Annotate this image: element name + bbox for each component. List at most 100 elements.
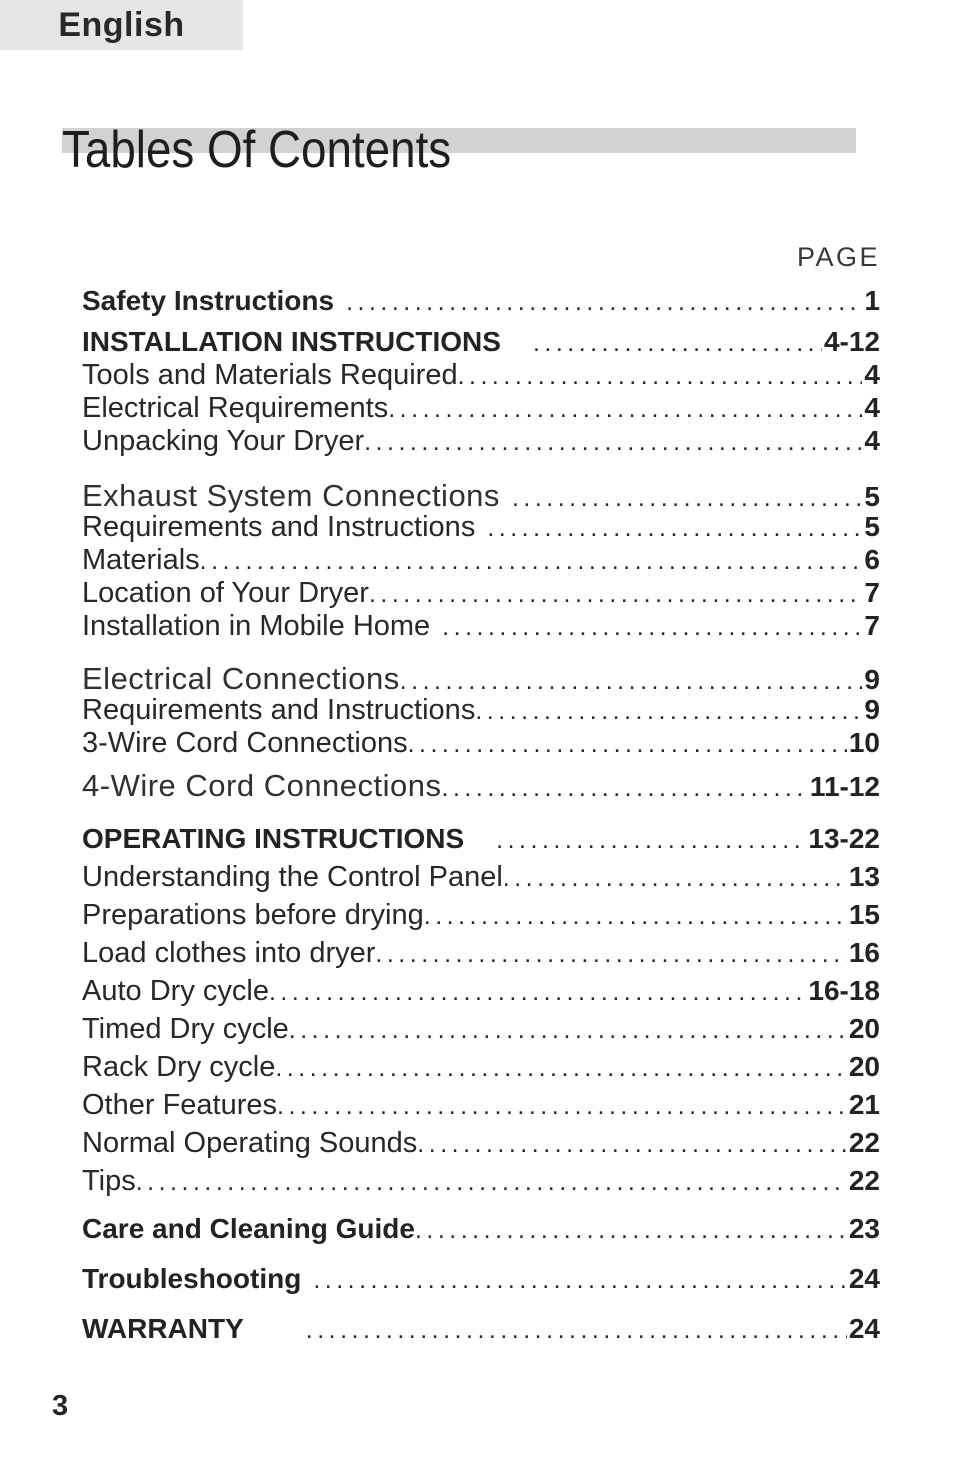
toc-row: Preparations before drying 15 bbox=[82, 899, 880, 937]
footer-page-number: 3 bbox=[52, 1390, 69, 1422]
toc-entry-label: Rack Dry cycle bbox=[82, 1051, 276, 1083]
toc-entry-label: Safety Instructions bbox=[82, 285, 335, 316]
toc-entry-label: Installation in Mobile Home bbox=[82, 610, 431, 642]
dotted-leader bbox=[375, 940, 846, 969]
toc-entry-page: 22 bbox=[848, 1127, 880, 1158]
toc-entry-page: 1 bbox=[864, 285, 880, 316]
toc-row: OPERATING INSTRUCTIONS 13-22 bbox=[82, 823, 880, 861]
toc-row: Installation in Mobile Home 7 bbox=[82, 610, 880, 643]
dotted-leader bbox=[503, 864, 847, 893]
dotted-leader bbox=[369, 580, 862, 609]
toc-entry-label: Care and Cleaning Guide bbox=[82, 1213, 415, 1244]
toc-row: Auto Dry cycle 16-18 bbox=[82, 975, 880, 1013]
toc-entry-page: 4 bbox=[864, 392, 880, 423]
toc-entry-page: 24 bbox=[848, 1263, 880, 1294]
toc-row: Requirements and Instructions 9 bbox=[82, 694, 880, 727]
toc-entry-page: 20 bbox=[848, 1051, 880, 1082]
dotted-leader bbox=[289, 1016, 847, 1045]
toc-entry-page: 5 bbox=[864, 511, 880, 542]
dotted-leader bbox=[244, 1316, 847, 1345]
dotted-leader bbox=[501, 329, 822, 358]
toc-row: Care and Cleaning Guide 23 bbox=[82, 1213, 880, 1263]
toc-row: Tips 22 bbox=[82, 1165, 880, 1203]
toc-row: Rack Dry cycle 20 bbox=[82, 1051, 880, 1089]
toc-entry-page: 6 bbox=[864, 544, 880, 575]
table-of-contents: PAGE Safety Instructions 1 INSTALLATION IN… bbox=[82, 242, 880, 1363]
toc-entry-label: Electrical Requirements bbox=[82, 392, 389, 424]
toc-entry-page: 23 bbox=[848, 1213, 880, 1244]
toc-row: Requirements and Instructions 5 bbox=[82, 511, 880, 544]
toc-group: OPERATING INSTRUCTIONS 13-22 Understanding… bbox=[82, 823, 880, 1203]
toc-entry-page: 4 bbox=[864, 359, 880, 390]
toc-entry-page: 11-12 bbox=[809, 771, 880, 802]
toc-entry-label: Tools and Materials Required bbox=[82, 359, 458, 391]
dotted-leader bbox=[442, 774, 808, 803]
toc-row: Location of Your Dryer 7 bbox=[82, 577, 880, 610]
dotted-leader bbox=[415, 1216, 847, 1245]
dotted-leader bbox=[388, 395, 862, 424]
toc-entry-label: Understanding the Control Panel bbox=[82, 861, 503, 893]
toc-entry-page: 13 bbox=[848, 861, 880, 892]
toc-row: Electrical Connections 9 bbox=[82, 661, 880, 696]
toc-group: Electrical Connections9Requirements and … bbox=[82, 661, 880, 760]
toc-group: Care and Cleaning Guide 23 Troubleshooting… bbox=[82, 1213, 880, 1363]
dotted-leader bbox=[417, 1130, 847, 1159]
toc-row: Load clothes into dryer 16 bbox=[82, 937, 880, 975]
toc-entry-page: 16 bbox=[848, 937, 880, 968]
toc-row: WARRANTY 24 bbox=[82, 1313, 880, 1363]
toc-entry-label: Unpacking Your Dryer bbox=[82, 425, 365, 457]
toc-row: 3-Wire Cord Connections 10 bbox=[82, 727, 880, 760]
toc-entry-page: 21 bbox=[848, 1089, 880, 1120]
toc-entry-label: Location of Your Dryer bbox=[82, 577, 369, 609]
toc-entry-page: 22 bbox=[848, 1165, 880, 1196]
toc-entry-page: 16-18 bbox=[808, 975, 880, 1006]
toc-entry-label: Preparations before drying bbox=[82, 899, 424, 931]
toc-entry-page: 9 bbox=[864, 694, 880, 725]
toc-row: Safety Instructions 1 bbox=[82, 285, 880, 318]
toc-group: Safety Instructions 1 INSTALLATION INSTRUC… bbox=[82, 285, 880, 458]
toc-entry-label: Other Features bbox=[82, 1089, 278, 1121]
dotted-leader bbox=[400, 667, 863, 696]
toc-entry-label: Troubleshooting bbox=[82, 1263, 302, 1294]
toc-entry-page: 4-12 bbox=[823, 326, 880, 357]
toc-row: Timed Dry cycle 20 bbox=[82, 1013, 880, 1051]
page-title: Tables Of Contents bbox=[62, 121, 452, 179]
toc-group: 4-Wire Cord Connections 11-12 bbox=[82, 768, 880, 803]
dotted-leader bbox=[275, 1054, 846, 1083]
toc-entry-label: 3-Wire Cord Connections bbox=[82, 727, 408, 759]
dotted-leader bbox=[269, 978, 806, 1007]
toc-row: Other Features 21 bbox=[82, 1089, 880, 1127]
title-highlight-bar bbox=[62, 128, 856, 153]
dotted-leader bbox=[364, 428, 862, 457]
toc-row: Exhaust System Connections 5 bbox=[82, 478, 880, 513]
dotted-leader bbox=[500, 484, 862, 513]
toc-entry-label: Load clothes into dryer bbox=[82, 937, 376, 969]
toc-entry-page: 4 bbox=[864, 425, 880, 456]
toc-entry-page: 5 bbox=[864, 481, 880, 512]
toc-entry-page: 13-22 bbox=[808, 823, 880, 854]
toc-group: Exhaust System Connections5Requirements … bbox=[82, 478, 880, 643]
toc-row: Electrical Requirements 4 bbox=[82, 392, 880, 425]
toc-entry-label: 4-Wire Cord Connections bbox=[82, 768, 442, 803]
language-tab-label: English bbox=[58, 5, 185, 44]
toc-entry-label: Tips bbox=[82, 1165, 136, 1197]
dotted-leader bbox=[408, 730, 847, 759]
toc-entry-label: Auto Dry cycle bbox=[82, 975, 269, 1007]
dotted-leader bbox=[475, 514, 862, 543]
dotted-leader bbox=[136, 1168, 847, 1197]
toc-list: Safety Instructions 1 INSTALLATION INSTRUC… bbox=[82, 285, 880, 1363]
toc-row: Troubleshooting 24 bbox=[82, 1263, 880, 1313]
toc-row: Materials 6 bbox=[82, 544, 880, 577]
dotted-leader bbox=[464, 826, 806, 855]
toc-entry-label: Requirements and Instructions bbox=[82, 694, 476, 726]
toc-entry-page: 7 bbox=[864, 577, 880, 608]
dotted-leader bbox=[475, 697, 862, 726]
dotted-leader bbox=[334, 288, 862, 317]
toc-row: INSTALLATION INSTRUCTIONS 4-12 bbox=[82, 326, 880, 359]
toc-entry-page: 9 bbox=[864, 664, 880, 695]
dotted-leader bbox=[277, 1092, 847, 1121]
toc-entry-label: OPERATING INSTRUCTIONS bbox=[82, 823, 465, 854]
toc-entry-label: Electrical Connections bbox=[82, 661, 400, 696]
toc-entry-label: Timed Dry cycle bbox=[82, 1013, 289, 1045]
